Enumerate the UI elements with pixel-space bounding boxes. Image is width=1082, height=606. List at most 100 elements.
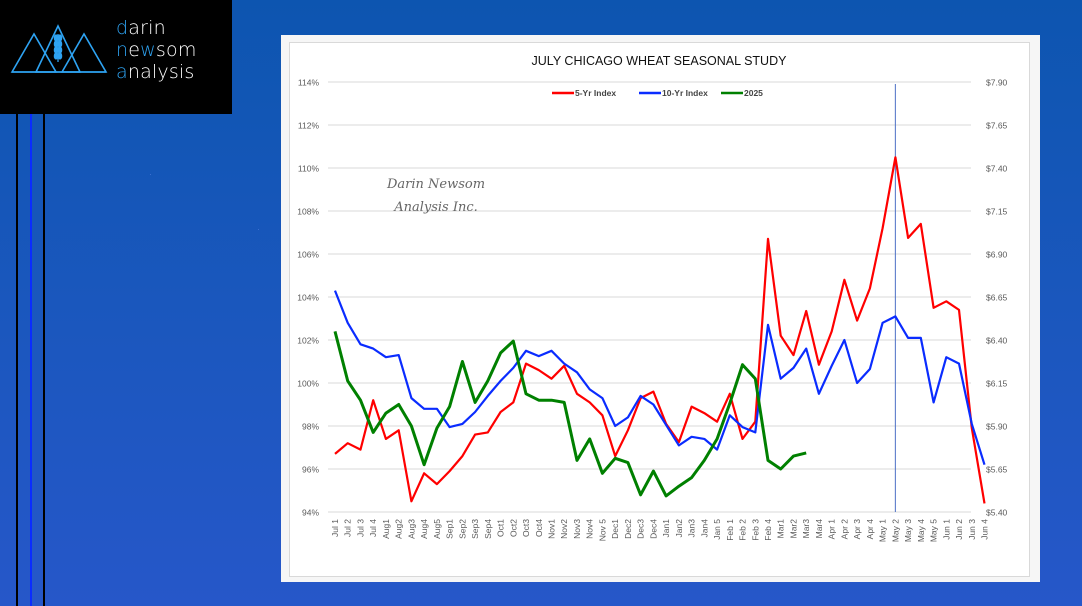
x-tick-label: May 5 (929, 519, 939, 542)
watermark-line-1: Darin Newsom (386, 177, 485, 192)
chart-title: JULY CHICAGO WHEAT SEASONAL STUDY (532, 54, 788, 68)
x-tick-label: Dec4 (648, 519, 658, 539)
y2-tick-label: $7.90 (986, 78, 1008, 88)
x-tick-label: Apr 3 (852, 519, 862, 540)
x-tick-label: Jan3 (687, 519, 697, 538)
x-tick-label: Apr 1 (827, 519, 837, 540)
series-lines (333, 156, 986, 504)
x-tick-label: Sep2 (457, 519, 467, 539)
x-tick-label: Oct2 (508, 519, 518, 537)
x-tick-label: Jul 3 (355, 519, 365, 537)
seasonal-line-chart: 114% 112% 110% 108% 106% 104% 102% 100% 98% 96% 94… (297, 54, 1008, 542)
x-tick-label: May 2 (890, 519, 900, 542)
x-tick-label: Apr 4 (865, 519, 875, 540)
x-tick-label: Jun 2 (954, 519, 964, 540)
chart-area: 114% 112% 110% 108% 106% 104% 102% 100% 98% 96% 94… (289, 42, 1030, 577)
x-tick-label: Nov 5 (597, 519, 607, 541)
brand-line-3: analysis (116, 61, 197, 83)
y2-tick-label: $5.65 (986, 465, 1008, 475)
x-tick-label: Jun 3 (967, 519, 977, 540)
x-tick-label: Dec2 (623, 519, 633, 539)
brand-text: nalysis (127, 61, 195, 83)
speck (258, 229, 259, 230)
x-tick-label: Apr 2 (839, 519, 849, 540)
y2-tick-label: $7.65 (986, 121, 1008, 131)
y-tick-label: 100% (297, 379, 319, 389)
x-tick-label: Nov2 (559, 519, 569, 539)
x-tick-label: Sep3 (470, 519, 480, 539)
x-tick-label: May 1 (878, 519, 888, 542)
x-tick-label: Jul 4 (368, 519, 378, 537)
legend-label: 2025 (744, 88, 763, 98)
brand-accent-letter: w (140, 39, 156, 61)
x-tick-label: Mar1 (776, 519, 786, 539)
y-tick-label: 102% (297, 336, 319, 346)
x-tick-label: Nov3 (572, 519, 582, 539)
x-tick-label: Aug1 (381, 519, 391, 539)
x-axis-ticks: Jul 1 Jul 2 Jul 3 Jul 4 Aug1 Aug2 Aug3 Aug4 Aug5… (330, 519, 990, 542)
decorative-rule-blue (30, 114, 32, 606)
x-tick-label: Jan2 (674, 519, 684, 538)
x-tick-label: Aug3 (406, 519, 416, 539)
x-tick-label: Nov4 (585, 519, 595, 539)
brand-accent-letter: a (116, 61, 128, 83)
x-tick-label: Jun 4 (980, 519, 990, 540)
y-tick-label: 114% (298, 78, 320, 88)
x-tick-label: Jan1 (661, 519, 671, 538)
brand-accent-letter: d (116, 17, 129, 39)
x-tick-label: Mar2 (788, 519, 798, 539)
brand-name: darin newsom analysis (116, 17, 197, 83)
x-tick-label: Sep1 (445, 519, 455, 539)
x-tick-label: Feb 4 (763, 519, 773, 541)
brand-logo: darin newsom analysis (0, 0, 232, 114)
y2-tick-label: $6.65 (986, 293, 1008, 303)
x-tick-label: Sep4 (483, 519, 493, 539)
legend-label: 5-Yr Index (575, 88, 616, 98)
brand-text: arin (128, 17, 166, 39)
brand-line-1: darin (116, 17, 197, 39)
x-tick-label: Mar4 (814, 519, 824, 539)
y-tick-label: 108% (297, 207, 319, 217)
series-line-5-yr-index (334, 156, 986, 504)
y-tick-label: 104% (297, 293, 319, 303)
chart-panel: 114% 112% 110% 108% 106% 104% 102% 100% 98% 96% 94… (281, 35, 1040, 582)
y2-tick-label: $6.15 (986, 379, 1008, 389)
gridlines (328, 81, 971, 513)
legend: 5-Yr Index 10-Yr Index 2025 (552, 88, 763, 98)
decorative-rule-black (43, 114, 45, 606)
x-tick-label: Feb 2 (738, 519, 748, 541)
y2-tick-label: $6.40 (986, 336, 1008, 346)
x-tick-label: Feb 3 (750, 519, 760, 541)
y-tick-label: 96% (302, 465, 319, 475)
x-tick-label: Jul 1 (330, 519, 340, 537)
x-tick-label: Oct3 (521, 519, 531, 537)
brand-text: som (155, 39, 197, 61)
x-tick-label: Aug5 (432, 519, 442, 539)
y-tick-label: 94% (302, 508, 319, 518)
brand-accent-letter: n (116, 39, 129, 61)
mountain-wheat-icon (10, 24, 108, 73)
legend-label: 10-Yr Index (662, 88, 708, 98)
y-axis-left-ticks: 114% 112% 110% 108% 106% 104% 102% 100% 98% 96% 94… (297, 78, 319, 518)
x-tick-label: Jan 5 (712, 519, 722, 540)
y-tick-label: 110% (298, 164, 320, 174)
x-tick-label: Jul 2 (343, 519, 353, 537)
decorative-rule-black (16, 114, 18, 606)
series-line-2025 (333, 331, 807, 498)
x-tick-label: May 3 (903, 519, 913, 542)
y-tick-label: 98% (302, 422, 319, 432)
y2-tick-label: $5.40 (986, 508, 1008, 518)
x-tick-label: Aug2 (394, 519, 404, 539)
brand-line-2: newsom (116, 39, 197, 61)
x-tick-label: Dec3 (636, 519, 646, 539)
y2-tick-label: $5.90 (986, 422, 1008, 432)
x-tick-label: May 4 (916, 519, 926, 542)
watermark-line-2: Analysis Inc. (393, 200, 478, 215)
x-tick-label: Oct1 (496, 519, 506, 537)
x-tick-label: Jun 1 (941, 519, 951, 540)
watermark: Darin Newsom Analysis Inc. (386, 177, 485, 215)
speck (150, 174, 151, 175)
y2-tick-label: $6.90 (986, 250, 1008, 260)
x-tick-label: Dec1 (610, 519, 620, 539)
x-tick-label: Nov1 (547, 519, 557, 539)
